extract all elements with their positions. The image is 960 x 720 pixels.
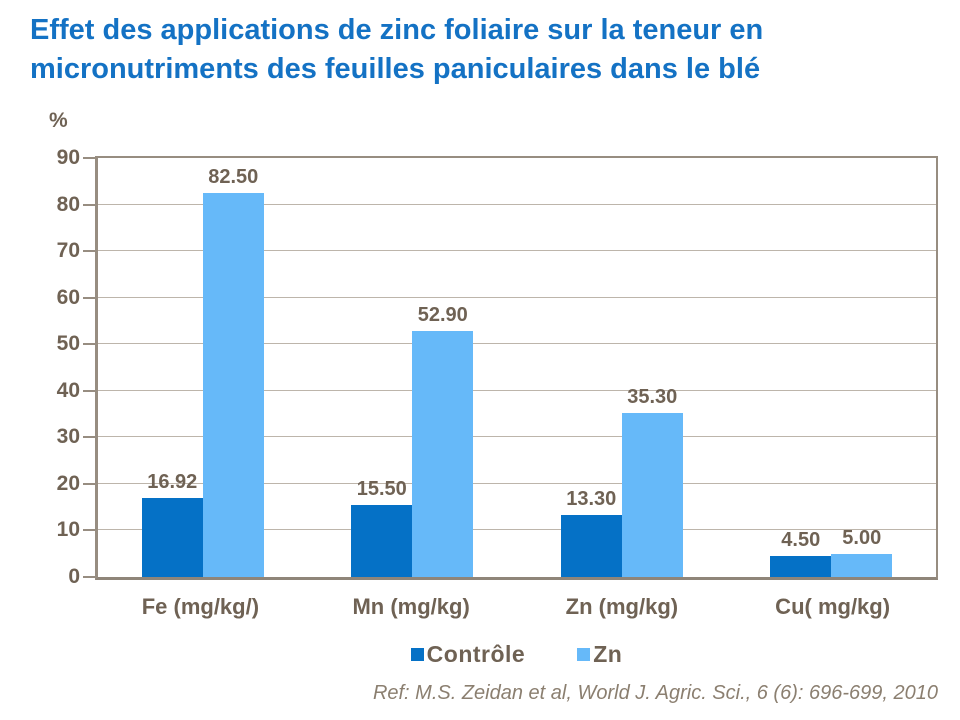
bar-zn-1 [412,330,474,577]
value-label-contrôle-0: 16.92 [147,471,198,494]
y-tick-label-20: 20 [56,471,80,495]
gridline-70 [98,250,936,252]
y-axis-unit-label: % [49,109,68,132]
chart-title-line-2: micronutriments des feuilles paniculaire… [30,53,761,85]
y-tickmark-20 [83,482,95,485]
y-tickmark-30 [83,436,95,439]
category-label-3: Cu( mg/kg) [775,594,891,619]
category-label-1: Mn (mg/kg) [352,594,470,619]
bar-zn-3 [831,553,893,577]
gridline-80 [98,203,936,205]
value-label-zn-0: 82.50 [208,165,259,188]
legend-label-contrôle: Contrôle [426,641,526,667]
value-label-zn-1: 52.90 [417,303,468,326]
legend-item-zn: Zn [577,641,622,668]
bar-contrôle-3 [770,556,832,577]
category-label-0: Fe (mg/kg/) [141,594,260,619]
gridline-60 [98,296,936,298]
chart-title: Effet des applications de zinc foliaire … [30,11,763,89]
bar-zn-0 [202,192,264,577]
gridline-50 [98,343,936,345]
gridline-20 [98,482,936,484]
value-label-contrôle-1: 15.50 [356,477,407,500]
chart-title-line-1: Effet des applications de zinc foliaire … [30,14,764,46]
legend-marker-zn [577,648,591,661]
value-label-zn-2: 35.30 [627,385,678,408]
y-tickmark-40 [83,389,95,392]
gridline-40 [98,389,936,391]
legend: Contrôle Zn [95,641,938,668]
category-label-2: Zn (mg/kg) [565,594,679,619]
y-tick-label-10: 10 [56,518,80,542]
y-tickmark-10 [83,529,95,532]
bar-contrôle-1 [351,504,413,577]
legend-marker-contrôle [410,648,424,661]
y-tick-label-70: 70 [56,239,80,263]
value-label-contrôle-2: 13.30 [566,488,617,511]
y-tickmark-90 [83,157,95,159]
y-tick-label-90: 90 [56,146,80,169]
y-tickmark-0 [83,576,95,578]
value-label-zn-3: 5.00 [842,526,882,549]
y-tickmark-60 [83,296,95,299]
legend-label-zn: Zn [593,641,623,667]
y-tick-label-30: 30 [56,425,80,449]
y-tickmark-50 [83,343,95,346]
gridline-10 [98,529,936,531]
y-tick-label-80: 80 [56,192,80,216]
y-tick-label-60: 60 [56,285,80,309]
y-tick-label-0: 0 [68,565,80,588]
bar-zn-2 [621,412,683,577]
y-tick-label-50: 50 [56,332,80,356]
gridline-30 [98,436,936,438]
legend-item-contrôle: Contrôle [410,641,526,668]
y-tickmark-70 [83,250,95,253]
x-axis-category-labels: Fe (mg/kg/) Mn (mg/kg) Zn (mg/kg) Cu( mg/kg… [95,594,938,624]
y-tick-label-40: 40 [56,378,80,402]
value-label-contrôle-3: 4.50 [781,529,821,552]
y-tickmark-80 [83,203,95,206]
reference-citation: Ref: M.S. Zeidan et al, World J. Agric. … [372,682,938,704]
plot-area: 0 10 20 30 40 50 60 70 80 90 16.92 82.50 15.50 52.90 1… [57,147,938,588]
bar-contrôle-2 [560,515,622,577]
bar-contrôle-0 [141,498,203,577]
